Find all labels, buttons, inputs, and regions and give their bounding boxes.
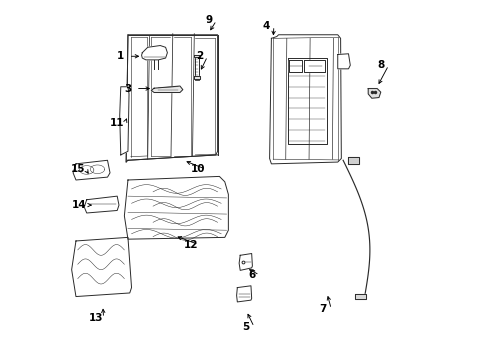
Text: 13: 13	[88, 313, 102, 323]
Text: 12: 12	[183, 239, 198, 249]
Text: 9: 9	[204, 15, 212, 26]
Text: 6: 6	[247, 270, 255, 280]
Text: 8: 8	[376, 60, 384, 70]
Polygon shape	[72, 237, 131, 297]
Text: 7: 7	[319, 304, 326, 314]
Text: 11: 11	[110, 118, 124, 128]
Polygon shape	[239, 253, 252, 270]
Text: 14: 14	[72, 200, 87, 210]
Polygon shape	[126, 35, 217, 162]
Text: 1: 1	[117, 51, 124, 61]
Polygon shape	[236, 286, 251, 302]
Text: 2: 2	[196, 51, 203, 61]
Polygon shape	[367, 89, 380, 98]
Polygon shape	[337, 54, 349, 69]
Text: 5: 5	[242, 322, 249, 332]
Text: 3: 3	[124, 84, 131, 94]
Text: 15: 15	[70, 164, 85, 174]
Polygon shape	[193, 76, 200, 78]
Polygon shape	[269, 35, 341, 164]
Text: 4: 4	[262, 21, 269, 31]
Polygon shape	[195, 56, 198, 80]
Polygon shape	[73, 160, 110, 180]
Polygon shape	[303, 60, 325, 72]
Polygon shape	[142, 45, 167, 60]
Polygon shape	[124, 176, 228, 239]
Polygon shape	[193, 55, 200, 57]
Polygon shape	[151, 86, 183, 93]
Polygon shape	[354, 294, 366, 299]
Polygon shape	[84, 196, 119, 213]
Polygon shape	[287, 58, 326, 144]
Polygon shape	[120, 87, 129, 155]
Polygon shape	[289, 60, 301, 72]
Polygon shape	[348, 157, 359, 164]
Text: 10: 10	[190, 164, 204, 174]
